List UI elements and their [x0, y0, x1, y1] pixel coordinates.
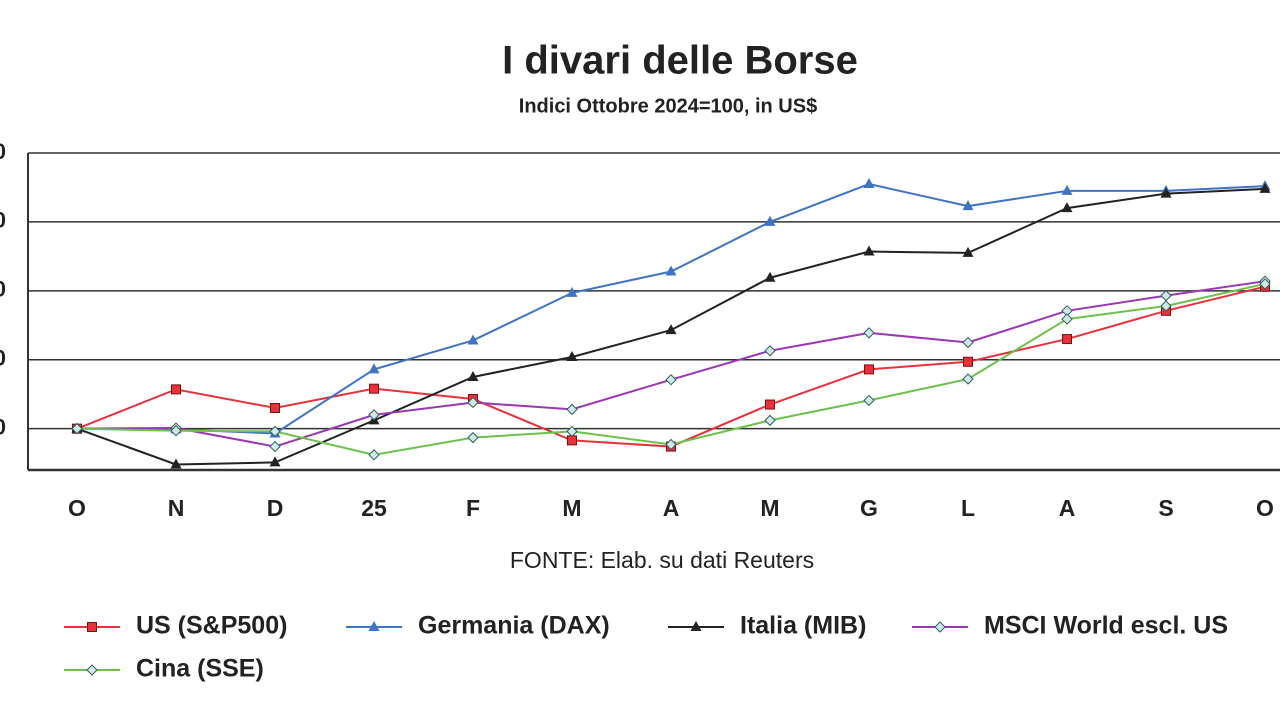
data-point — [764, 215, 776, 226]
series-line — [76, 280, 1266, 448]
data-point — [566, 286, 578, 297]
data-point — [368, 409, 380, 421]
legend-marker — [368, 621, 380, 631]
x-tick-label: N — [168, 495, 185, 521]
data-point — [665, 324, 677, 335]
x-tick-label: S — [1158, 495, 1173, 521]
data-point — [566, 350, 578, 361]
data-point — [171, 384, 181, 395]
data-point — [962, 246, 974, 257]
x-tick-label: G — [860, 495, 878, 521]
data-point — [863, 178, 875, 189]
x-tick-label: M — [562, 495, 581, 521]
data-point — [863, 245, 875, 256]
data-point — [567, 435, 577, 446]
data-point — [1160, 187, 1172, 198]
data-point — [369, 383, 379, 394]
x-tick-label: F — [466, 495, 480, 521]
data-point — [1062, 334, 1072, 345]
y-tick-label: 120 — [0, 277, 6, 302]
legend-label: US (S&P500) — [136, 612, 287, 640]
data-point — [170, 425, 182, 437]
data-point — [764, 345, 776, 357]
legend-marker — [934, 621, 946, 633]
x-tick-label: L — [961, 495, 975, 521]
data-point — [467, 396, 479, 409]
data-point — [269, 456, 281, 467]
y-tick-label: 100 — [0, 414, 6, 439]
data-point — [566, 403, 578, 416]
x-tick-label: 25 — [361, 495, 387, 521]
data-point — [269, 440, 281, 453]
data-point — [270, 402, 280, 413]
data-point — [1160, 300, 1172, 312]
legend-marker — [87, 622, 97, 632]
data-point — [863, 394, 875, 407]
y-tick-label: 140 — [0, 139, 6, 164]
data-point — [1259, 182, 1271, 193]
data-point — [71, 422, 83, 435]
data-point — [467, 370, 479, 381]
chart-title: I divari delle Borse — [502, 39, 858, 83]
data-point — [665, 265, 677, 276]
data-point — [864, 364, 874, 375]
legend-label: Italia (MIB) — [740, 612, 866, 640]
data-point — [1061, 202, 1073, 213]
data-point — [467, 431, 479, 444]
data-point — [368, 449, 380, 461]
data-point — [764, 271, 776, 282]
legend-marker — [86, 664, 98, 676]
data-point — [764, 414, 776, 427]
data-point — [765, 399, 775, 410]
x-tick-label: O — [1256, 495, 1274, 521]
data-point — [962, 336, 974, 349]
data-point — [1259, 278, 1271, 290]
legend-label: Germania (DAX) — [418, 612, 610, 640]
data-point — [962, 200, 974, 211]
source-note: FONTE: Elab. su dati Reuters — [510, 547, 814, 573]
legend-label: MSCI World escl. US — [984, 612, 1228, 640]
x-tick-label: A — [1059, 495, 1076, 521]
x-tick-label: A — [663, 495, 680, 521]
data-point — [1061, 313, 1073, 325]
data-point — [863, 327, 875, 339]
data-point — [962, 373, 974, 385]
data-point — [1160, 289, 1172, 302]
legend-label: Cina (SSE) — [136, 655, 264, 683]
data-point — [467, 334, 479, 345]
x-tick-label: D — [267, 495, 284, 521]
data-point — [170, 458, 182, 469]
data-point — [1061, 184, 1073, 195]
y-tick-label: 110 — [0, 346, 6, 371]
chart-subtitle: Indici Ottobre 2024=100, in US$ — [519, 95, 817, 117]
data-point — [269, 425, 281, 438]
data-point — [665, 438, 677, 451]
data-point — [665, 374, 677, 386]
x-tick-label: O — [68, 495, 86, 521]
data-point — [566, 425, 578, 438]
x-tick-label: M — [760, 495, 779, 521]
legend-marker — [690, 621, 702, 631]
series-line — [76, 285, 1266, 448]
data-point — [368, 363, 380, 374]
y-tick-label: 130 — [0, 208, 6, 233]
data-point — [963, 356, 973, 367]
